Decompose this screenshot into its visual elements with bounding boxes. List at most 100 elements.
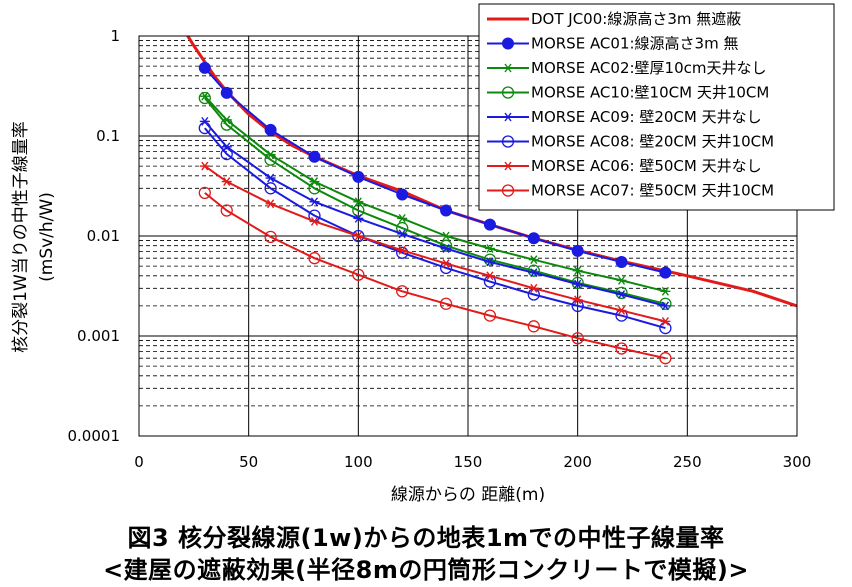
data-point [483,218,496,231]
x-tick-label: 200 [563,453,592,471]
data-point [571,244,584,257]
data-point [220,147,233,161]
legend-label: MORSE AC07: 壁50CM 天井10CM [531,182,774,200]
data-point [439,261,453,275]
data-point [484,257,495,267]
data-point [309,197,320,207]
data-point [572,295,583,305]
data-point [616,306,627,315]
data-point [528,283,539,293]
data-point [503,63,513,73]
legend-item: MORSE AC02:壁厚10cm天井なし [487,59,767,77]
data-point [352,268,365,281]
data-point [309,177,320,187]
x-tick-labels: 0 50 100 150 200 250 300 [134,453,811,471]
data-point [660,301,671,311]
y-axis-title: 核分裂1W当りの中性子線量率 [11,121,31,353]
series-line [204,97,666,305]
x-tick-label: 0 [134,453,144,471]
data-point [572,266,583,276]
data-point [660,286,671,296]
data-point [308,252,321,265]
data-point [264,123,277,136]
y-tick-label: 1 [110,27,120,45]
legend-box [478,3,835,211]
legend-label: MORSE AC10:壁10CM 天井10CM [531,84,769,102]
data-point [397,245,408,255]
data-point [503,112,513,122]
figure-caption-line1: 図3 核分裂線源(1w)からの地表1mでの中性子線量率 [127,524,725,552]
data-point [528,255,539,265]
data-point [396,188,409,201]
data-point [572,279,583,289]
data-point [615,255,628,268]
data-point [198,186,211,200]
y-tick-label: 0.0001 [68,427,121,445]
data-point [659,352,672,365]
legend-label: MORSE AC01:線源高さ3m 無 [531,35,738,53]
data-point [220,86,233,99]
data-point [616,275,627,285]
data-point [396,285,409,298]
data-point [353,197,364,207]
x-tick-label: 100 [344,453,373,471]
x-tick-label: 50 [239,453,258,471]
data-point [441,259,452,268]
data-point [220,204,233,217]
x-tick-label: 150 [454,453,483,471]
data-point [265,173,276,183]
data-point [397,229,408,239]
data-point [199,161,210,171]
y-tick-label: 0.01 [87,227,120,245]
data-point [440,204,453,217]
data-point [264,230,277,244]
data-point [352,229,365,243]
data-point [615,342,628,355]
data-point [501,135,515,148]
legend-item: MORSE AC08: 壁20CM 天井10CM [487,133,774,151]
data-point [484,244,495,253]
data-point [265,199,276,209]
y-axis-unit: (mSv/h/W) [37,192,57,282]
data-point [264,182,277,195]
data-point [308,150,321,163]
plot-area [138,35,798,437]
data-point [264,153,277,166]
series-5 [199,116,671,311]
legend-label: MORSE AC06: 壁50CM 天井なし [531,157,762,175]
data-point [198,91,211,105]
legend-label: MORSE AC09: 壁20CM 天井なし [531,108,762,126]
chart: 0 50 100 150 200 250 300 0.0001 0.001 0.01 0.1 1 線… [11,3,835,505]
data-point [616,290,627,299]
data-point [501,86,515,99]
y-tick-labels: 0.0001 0.001 0.01 0.1 1 [68,27,121,445]
series-4 [198,91,672,310]
series-line [204,127,666,330]
data-point [527,320,540,333]
data-point [352,170,365,183]
series-line [204,165,666,323]
series-line [204,120,666,307]
data-point [353,231,364,241]
data-point [501,184,515,197]
data-point [397,213,408,223]
data-point [353,213,364,223]
series-line [204,192,666,360]
x-tick-label: 250 [673,453,702,471]
data-point [352,204,365,217]
legend-item: MORSE AC01:線源高さ3m 無 [487,35,738,53]
series-8 [198,186,672,365]
data-point [198,61,211,74]
data-point [527,232,540,245]
legend-label: DOT JC00:線源高さ3m 無遮蔽 [531,10,741,28]
data-point [571,332,584,345]
data-point [503,161,513,171]
x-axis-title: 線源からの 距離(m) [391,485,545,505]
data-point [483,309,497,322]
legend-item: DOT JC00:線源高さ3m 無遮蔽 [487,10,741,28]
data-point [309,216,320,226]
legend-label: MORSE AC08: 壁20CM 天井10CM [531,133,774,151]
series-2 [198,61,672,279]
data-point [441,231,452,241]
legend-label: MORSE AC02:壁厚10cm天井なし [531,59,767,77]
